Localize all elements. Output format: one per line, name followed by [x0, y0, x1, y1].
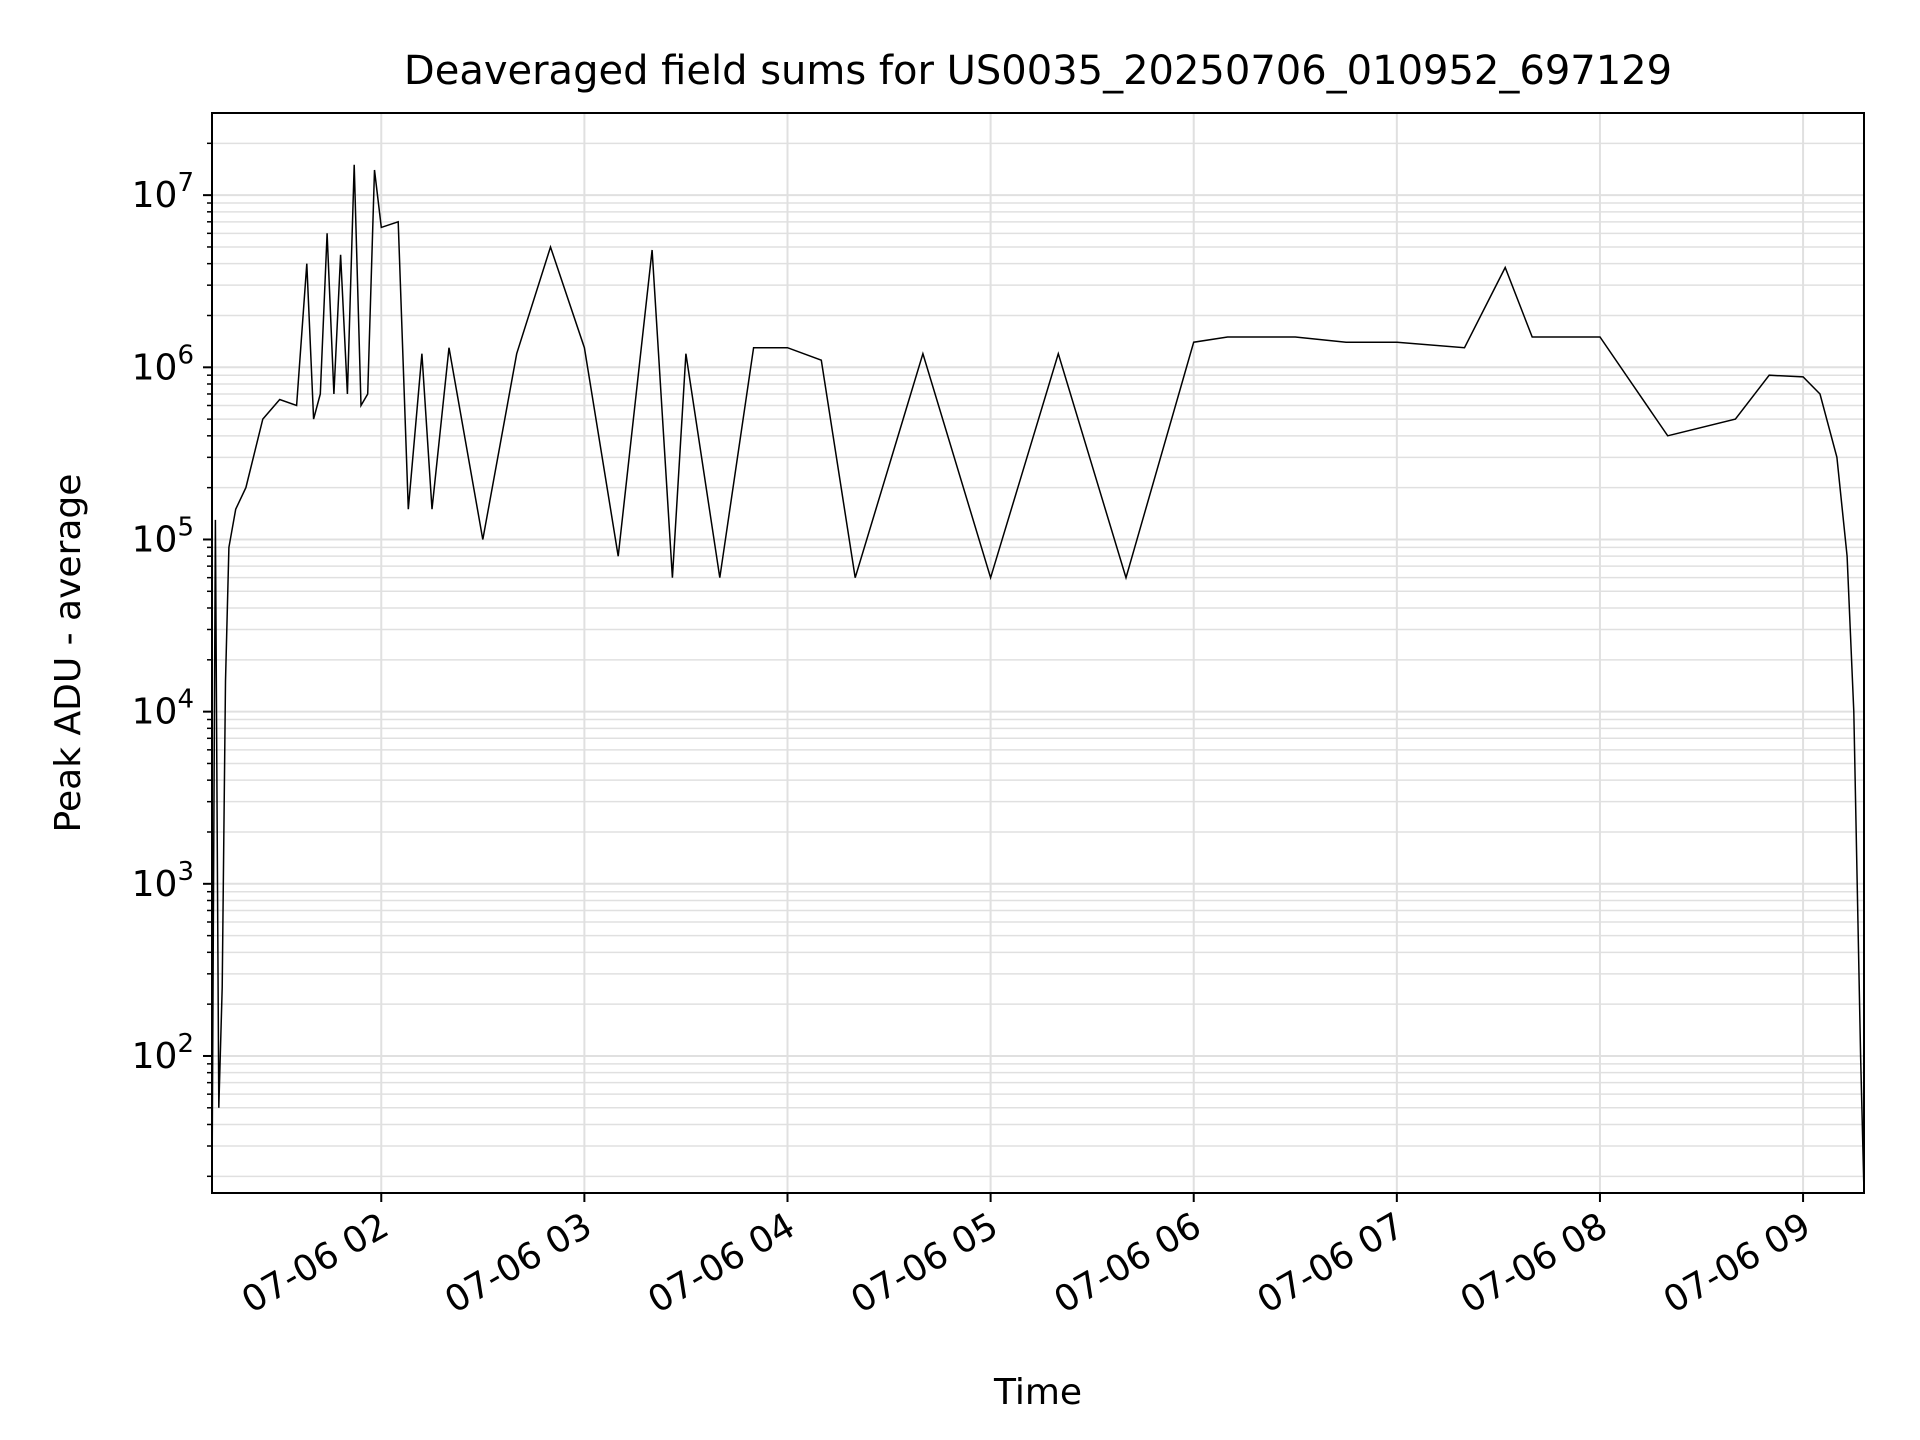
grid-layer — [212, 113, 1864, 1193]
y-tick-label: 105 — [132, 512, 194, 560]
chart-title: Deaveraged field sums for US0035_2025070… — [404, 48, 1672, 94]
y-tick-label: 103 — [132, 857, 194, 905]
y-tick-label: 104 — [132, 685, 194, 733]
y-tick-label: 106 — [132, 340, 194, 388]
y-tick-label: 107 — [132, 168, 194, 216]
series-layer — [211, 164, 1865, 1194]
y-axis-label: Peak ADU - average — [48, 474, 89, 833]
plot-area — [211, 112, 1865, 1194]
y-tick-label: 102 — [132, 1029, 194, 1077]
y-axis: 102 103 104 105 106 107 — [132, 142, 212, 1178]
series-line — [211, 164, 1865, 1194]
plot-frame — [211, 112, 1865, 1194]
x-axis-label: Time — [993, 1372, 1082, 1413]
